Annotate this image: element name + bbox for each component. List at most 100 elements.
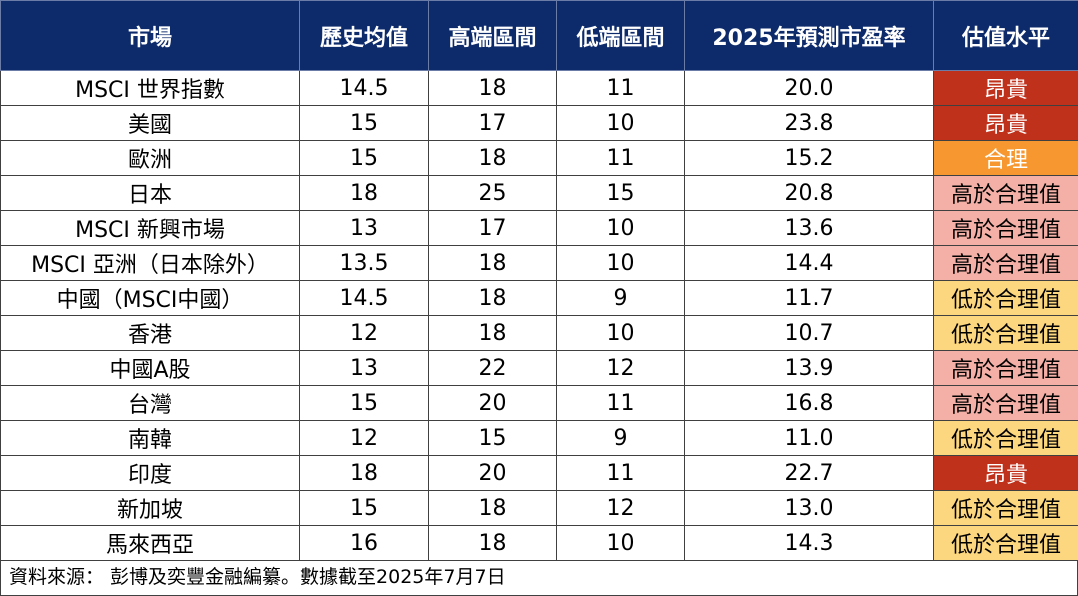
- header-valuation: 估值水平: [933, 0, 1078, 71]
- cell-valuation: 高於合理值: [933, 210, 1078, 246]
- cell-low-range: 10: [556, 245, 685, 281]
- table-body: MSCI 世界指數 14.5 18 11 20.0 昂貴 美國 15 17 10 23.8 昂貴 歐洲 1…: [0, 70, 1078, 561]
- table-header: 市場 歷史均值 高端區間 低端區間 2025年預測市盈率 估值水平: [0, 0, 1078, 71]
- header-low-range: 低端區間: [556, 0, 685, 71]
- cell-pe-2025: 11.7: [684, 280, 934, 316]
- header-market: 市場: [0, 0, 300, 71]
- cell-high-range: 18: [428, 245, 557, 281]
- header-hist-avg: 歷史均值: [299, 0, 429, 71]
- cell-valuation: 昂貴: [933, 455, 1078, 491]
- cell-low-range: 11: [556, 385, 685, 421]
- cell-hist-avg: 15: [299, 140, 429, 176]
- cell-high-range: 20: [428, 385, 557, 421]
- cell-valuation: 合理: [933, 140, 1078, 176]
- cell-high-range: 25: [428, 175, 557, 211]
- cell-hist-avg: 18: [299, 455, 429, 491]
- cell-valuation: 低於合理值: [933, 490, 1078, 526]
- cell-valuation: 昂貴: [933, 105, 1078, 141]
- table-row: 南韓 12 15 9 11.0 低於合理值: [0, 420, 1078, 456]
- cell-pe-2025: 13.6: [684, 210, 934, 246]
- cell-pe-2025: 23.8: [684, 105, 934, 141]
- table-row: MSCI 亞洲（日本除外） 13.5 18 10 14.4 高於合理值: [0, 245, 1078, 281]
- cell-hist-avg: 13.5: [299, 245, 429, 281]
- header-pe-2025: 2025年預測市盈率: [684, 0, 934, 71]
- table-row: 印度 18 20 11 22.7 昂貴: [0, 455, 1078, 491]
- cell-market: 中國A股: [0, 350, 300, 386]
- cell-hist-avg: 14.5: [299, 70, 429, 106]
- cell-market: 歐洲: [0, 140, 300, 176]
- cell-valuation: 高於合理值: [933, 175, 1078, 211]
- cell-high-range: 15: [428, 420, 557, 456]
- cell-low-range: 15: [556, 175, 685, 211]
- cell-low-range: 11: [556, 455, 685, 491]
- table-row: 美國 15 17 10 23.8 昂貴: [0, 105, 1078, 141]
- cell-hist-avg: 12: [299, 420, 429, 456]
- cell-market: 美國: [0, 105, 300, 141]
- cell-hist-avg: 14.5: [299, 280, 429, 316]
- table-row: 馬來西亞 16 18 10 14.3 低於合理值: [0, 525, 1078, 561]
- cell-pe-2025: 13.9: [684, 350, 934, 386]
- cell-valuation: 低於合理值: [933, 280, 1078, 316]
- cell-hist-avg: 13: [299, 350, 429, 386]
- valuation-table: 市場 歷史均值 高端區間 低端區間 2025年預測市盈率 估值水平 MSCI 世…: [0, 0, 1078, 561]
- cell-valuation: 高於合理值: [933, 350, 1078, 386]
- cell-low-range: 10: [556, 525, 685, 561]
- cell-hist-avg: 15: [299, 490, 429, 526]
- cell-market: 日本: [0, 175, 300, 211]
- cell-pe-2025: 15.2: [684, 140, 934, 176]
- cell-low-range: 11: [556, 140, 685, 176]
- cell-valuation: 昂貴: [933, 70, 1078, 106]
- cell-valuation: 低於合理值: [933, 315, 1078, 351]
- cell-low-range: 10: [556, 315, 685, 351]
- cell-low-range: 11: [556, 70, 685, 106]
- table-row: 歐洲 15 18 11 15.2 合理: [0, 140, 1078, 176]
- header-high-range: 高端區間: [428, 0, 557, 71]
- cell-market: 馬來西亞: [0, 525, 300, 561]
- cell-low-range: 12: [556, 490, 685, 526]
- cell-hist-avg: 12: [299, 315, 429, 351]
- cell-valuation: 高於合理值: [933, 245, 1078, 281]
- table-row: 香港 12 18 10 10.7 低於合理值: [0, 315, 1078, 351]
- source-note: 資料來源： 彭博及奕豐金融編纂。數據截至2025年7月7日: [0, 561, 1078, 596]
- cell-market: 香港: [0, 315, 300, 351]
- table-row: MSCI 新興市場 13 17 10 13.6 高於合理值: [0, 210, 1078, 246]
- cell-high-range: 22: [428, 350, 557, 386]
- table-row: 中國A股 13 22 12 13.9 高於合理值: [0, 350, 1078, 386]
- cell-high-range: 20: [428, 455, 557, 491]
- cell-low-range: 9: [556, 420, 685, 456]
- header-row: 市場 歷史均值 高端區間 低端區間 2025年預測市盈率 估值水平: [0, 0, 1078, 71]
- table-row: 日本 18 25 15 20.8 高於合理值: [0, 175, 1078, 211]
- cell-pe-2025: 10.7: [684, 315, 934, 351]
- table-row: 台灣 15 20 11 16.8 高於合理值: [0, 385, 1078, 421]
- cell-low-range: 12: [556, 350, 685, 386]
- cell-high-range: 17: [428, 105, 557, 141]
- cell-valuation: 低於合理值: [933, 420, 1078, 456]
- cell-market: MSCI 新興市場: [0, 210, 300, 246]
- cell-low-range: 10: [556, 210, 685, 246]
- cell-valuation: 低於合理值: [933, 525, 1078, 561]
- cell-hist-avg: 15: [299, 385, 429, 421]
- table-row: 中國（MSCI中國） 14.5 18 9 11.7 低於合理值: [0, 280, 1078, 316]
- cell-pe-2025: 14.3: [684, 525, 934, 561]
- table-row: MSCI 世界指數 14.5 18 11 20.0 昂貴: [0, 70, 1078, 106]
- cell-market: 南韓: [0, 420, 300, 456]
- cell-high-range: 18: [428, 140, 557, 176]
- cell-pe-2025: 11.0: [684, 420, 934, 456]
- cell-market: 中國（MSCI中國）: [0, 280, 300, 316]
- cell-low-range: 9: [556, 280, 685, 316]
- cell-pe-2025: 13.0: [684, 490, 934, 526]
- cell-high-range: 18: [428, 525, 557, 561]
- cell-high-range: 18: [428, 490, 557, 526]
- cell-high-range: 17: [428, 210, 557, 246]
- cell-pe-2025: 16.8: [684, 385, 934, 421]
- cell-hist-avg: 16: [299, 525, 429, 561]
- cell-pe-2025: 20.0: [684, 70, 934, 106]
- cell-low-range: 10: [556, 105, 685, 141]
- cell-market: 印度: [0, 455, 300, 491]
- cell-market: 台灣: [0, 385, 300, 421]
- cell-high-range: 18: [428, 315, 557, 351]
- cell-hist-avg: 15: [299, 105, 429, 141]
- cell-pe-2025: 14.4: [684, 245, 934, 281]
- cell-hist-avg: 13: [299, 210, 429, 246]
